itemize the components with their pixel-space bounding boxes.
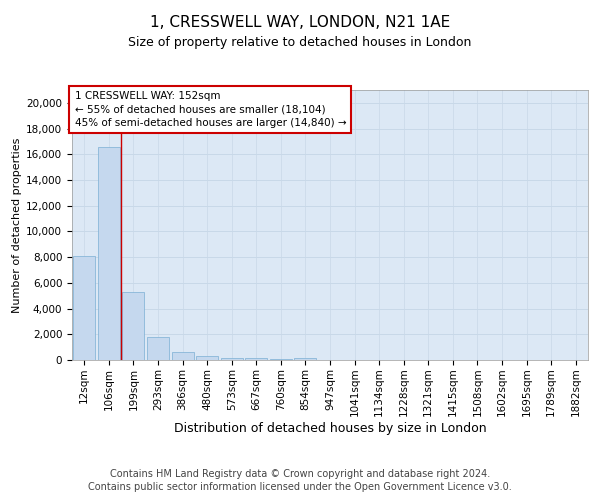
Text: 1 CRESSWELL WAY: 152sqm
← 55% of detached houses are smaller (18,104)
45% of sem: 1 CRESSWELL WAY: 152sqm ← 55% of detache… xyxy=(74,92,346,128)
Bar xyxy=(270,358,292,360)
Bar xyxy=(147,337,169,360)
Bar xyxy=(73,256,95,360)
Text: Contains HM Land Registry data © Crown copyright and database right 2024.: Contains HM Land Registry data © Crown c… xyxy=(110,469,490,479)
Y-axis label: Number of detached properties: Number of detached properties xyxy=(12,138,22,312)
Bar xyxy=(98,146,120,360)
Bar xyxy=(196,356,218,360)
Bar xyxy=(122,292,145,360)
Bar xyxy=(221,358,243,360)
Bar xyxy=(245,358,268,360)
Text: 1, CRESSWELL WAY, LONDON, N21 1AE: 1, CRESSWELL WAY, LONDON, N21 1AE xyxy=(150,15,450,30)
Text: Size of property relative to detached houses in London: Size of property relative to detached ho… xyxy=(128,36,472,49)
X-axis label: Distribution of detached houses by size in London: Distribution of detached houses by size … xyxy=(173,422,487,435)
Bar xyxy=(172,352,194,360)
Bar xyxy=(295,358,316,360)
Text: Contains public sector information licensed under the Open Government Licence v3: Contains public sector information licen… xyxy=(88,482,512,492)
